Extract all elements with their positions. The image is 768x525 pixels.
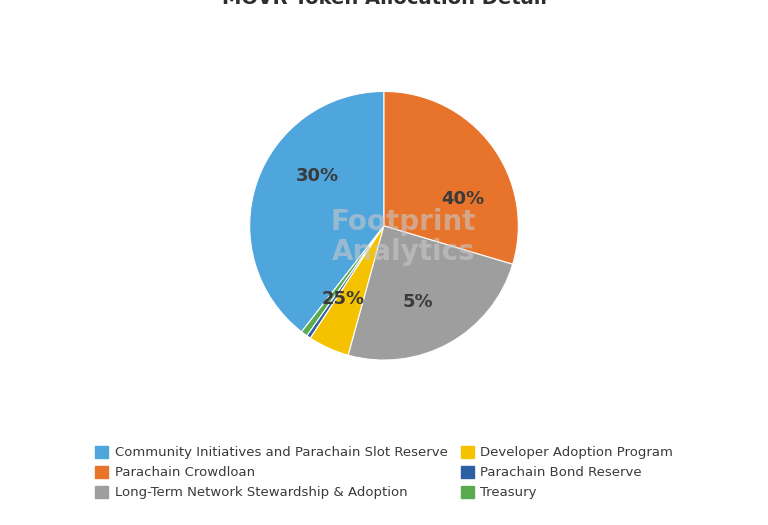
Wedge shape: [302, 226, 384, 336]
Text: 30%: 30%: [296, 167, 339, 185]
Text: 25%: 25%: [322, 290, 366, 308]
Text: Analytics: Analytics: [332, 238, 475, 266]
Text: 5%: 5%: [403, 292, 434, 311]
Wedge shape: [250, 91, 384, 332]
Wedge shape: [384, 91, 518, 264]
Title: MOVR Token Allocation Detail: MOVR Token Allocation Detail: [221, 0, 547, 8]
Text: Footprint: Footprint: [331, 208, 476, 236]
Wedge shape: [348, 226, 513, 360]
Text: 40%: 40%: [441, 190, 485, 208]
Legend: Community Initiatives and Parachain Slot Reserve, Parachain Crowdloan, Long-Term: Community Initiatives and Parachain Slot…: [89, 440, 679, 505]
Wedge shape: [307, 226, 384, 338]
Wedge shape: [310, 226, 384, 355]
